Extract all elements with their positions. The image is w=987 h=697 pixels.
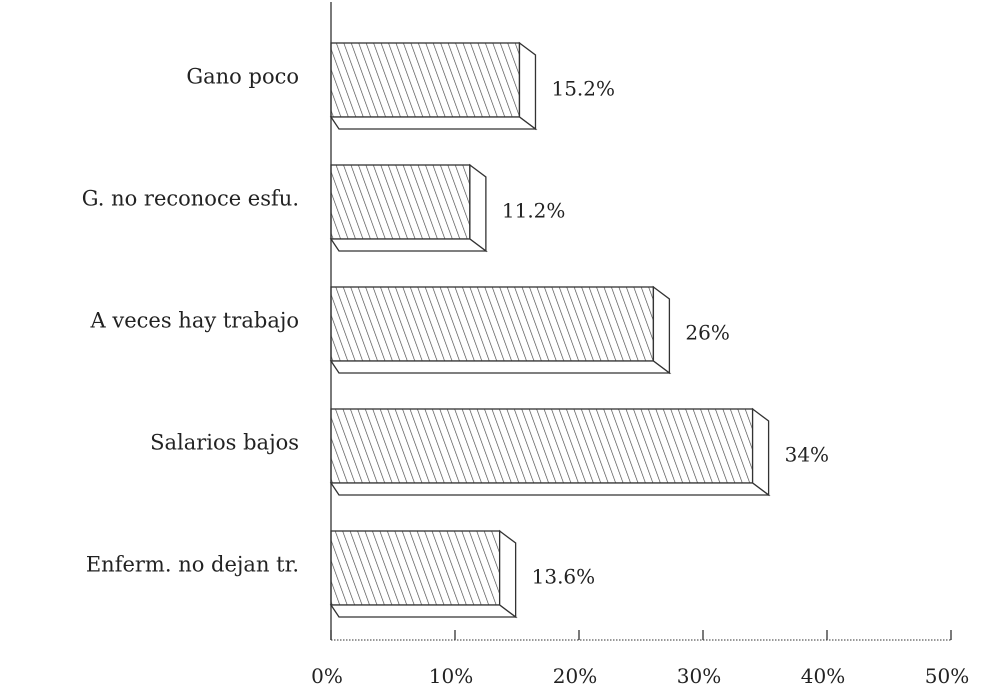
- bar-bottom-face: [329, 482, 771, 496]
- bar-side-face: [751, 407, 770, 497]
- bar: [329, 529, 518, 619]
- data-label: 26%: [685, 321, 729, 345]
- category-label: Enferm. no dejan tr.: [86, 553, 299, 577]
- bar-bottom-face: [329, 238, 488, 252]
- data-label: 34%: [785, 443, 829, 467]
- bar-front-face: [330, 42, 521, 118]
- x-tick-label: 40%: [801, 664, 845, 688]
- bar-front-face: [330, 286, 655, 362]
- bar-side-face: [518, 41, 537, 131]
- bar-front-face: [330, 530, 501, 606]
- x-tick-label: 50%: [925, 664, 969, 688]
- bar-side-face: [469, 163, 487, 253]
- bars-group: [329, 41, 771, 619]
- bar-bottom-face: [329, 604, 518, 618]
- category-label: Gano poco: [186, 65, 299, 89]
- bar-bottom-face: [329, 116, 538, 130]
- category-label: G. no reconoce esfu.: [82, 187, 299, 211]
- x-tick-label: 20%: [553, 664, 597, 688]
- bar-bottom-face: [329, 360, 672, 374]
- bar: [329, 41, 538, 131]
- bar-front-face: [330, 408, 754, 484]
- bar-side-face: [652, 285, 671, 375]
- data-label: 11.2%: [502, 199, 566, 223]
- data-label: 15.2%: [551, 77, 615, 101]
- x-tick-label: 10%: [429, 664, 473, 688]
- data-label: 13.6%: [532, 565, 596, 589]
- x-tick-label: 0%: [311, 664, 343, 688]
- bar-side-face: [498, 529, 517, 619]
- bar-front-face: [330, 164, 471, 240]
- category-label: Salarios bajos: [150, 431, 299, 455]
- labels-group: 0% 10% 20% 30% 40% 50% Gano poco 15.2% G. no rec…: [82, 65, 970, 689]
- bar: [329, 407, 771, 497]
- x-tick-label: 30%: [677, 664, 721, 688]
- bar: [329, 163, 488, 253]
- bar: [329, 285, 672, 375]
- category-label: A veces hay trabajo: [90, 309, 299, 333]
